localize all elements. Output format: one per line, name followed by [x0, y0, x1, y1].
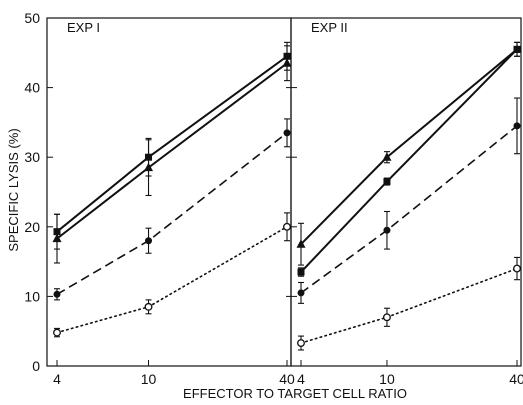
series-line — [56, 226, 288, 334]
data-point — [144, 162, 154, 172]
data-point — [513, 122, 521, 130]
data-point — [383, 178, 391, 186]
x-tick-label: 10 — [379, 371, 395, 387]
y-axis-label: SPECIFIC LYSIS (%) — [6, 128, 21, 251]
data-point — [52, 233, 62, 243]
series-line — [56, 55, 288, 233]
series-line — [300, 48, 518, 245]
series-line — [300, 48, 518, 273]
y-tick-label: 10 — [24, 288, 40, 304]
series-line — [56, 132, 288, 296]
data-point — [283, 129, 291, 137]
data-point — [297, 268, 305, 276]
data-point — [144, 302, 153, 311]
data-point — [513, 264, 521, 273]
x-tick-label: 4 — [297, 371, 305, 387]
series-line — [300, 125, 518, 294]
x-tick-label: 4 — [53, 371, 61, 387]
series-line — [56, 62, 288, 240]
y-tick-label: 0 — [32, 358, 40, 374]
data-point — [297, 339, 305, 347]
data-point — [296, 239, 306, 248]
data-point — [382, 152, 392, 161]
x-tick-label: 40 — [509, 371, 523, 387]
series-line — [300, 267, 518, 344]
data-point — [383, 226, 391, 234]
x-axis-label: EFFECTOR TO TARGET CELL RATIO — [183, 386, 407, 401]
data-point — [512, 44, 522, 53]
data-point — [145, 237, 153, 245]
data-point — [297, 289, 305, 297]
data-point — [53, 328, 61, 337]
data-point — [383, 313, 391, 322]
panel-label: EXP II — [311, 20, 348, 35]
data-point — [283, 222, 291, 231]
x-tick-label: 40 — [279, 371, 295, 387]
panel-frame — [46, 17, 292, 367]
panel-frame — [290, 17, 522, 367]
data-point — [53, 290, 61, 298]
y-tick-label: 30 — [24, 149, 40, 165]
y-tick-label: 50 — [24, 10, 40, 26]
y-tick-label: 40 — [24, 80, 40, 96]
chart-marks — [52, 41, 522, 351]
y-tick-label: 20 — [24, 219, 40, 235]
panel-label: EXP I — [67, 20, 100, 35]
x-tick-label: 10 — [141, 371, 157, 387]
data-point — [282, 58, 292, 67]
chart-frames: 0 10 20 30 40 50 4 10 40 EXP I 4 10 40 EXP II — [24, 10, 523, 387]
